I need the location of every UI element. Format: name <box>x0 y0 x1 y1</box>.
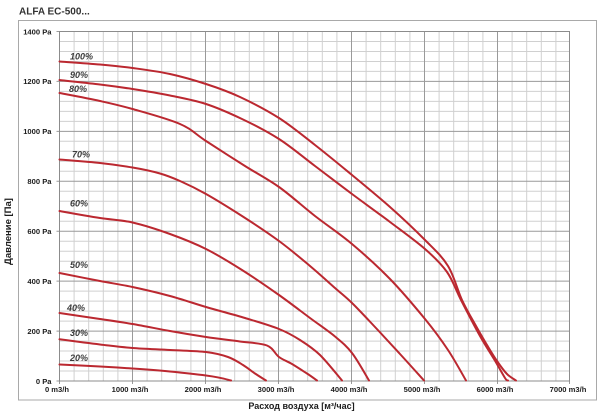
svg-text:3000 m3/h: 3000 m3/h <box>258 385 295 394</box>
svg-text:40%: 40% <box>66 303 85 313</box>
svg-text:2000 m3/h: 2000 m3/h <box>185 385 222 394</box>
svg-text:7000 m3/h: 7000 m3/h <box>550 385 587 394</box>
svg-text:Расход воздуха [м³/час]: Расход воздуха [м³/час] <box>248 401 354 411</box>
svg-text:50%: 50% <box>70 260 88 270</box>
svg-text:1000 Pa: 1000 Pa <box>23 127 52 136</box>
svg-text:400 Pa: 400 Pa <box>27 277 52 286</box>
svg-text:800 Pa: 800 Pa <box>27 177 52 186</box>
svg-text:200 Pa: 200 Pa <box>27 327 52 336</box>
svg-text:5000 m3/h: 5000 m3/h <box>404 385 441 394</box>
svg-text:90%: 90% <box>70 70 88 80</box>
svg-text:80%: 80% <box>69 84 87 94</box>
svg-text:600 Pa: 600 Pa <box>27 227 52 236</box>
svg-text:100%: 100% <box>70 52 93 62</box>
svg-text:0 Pa: 0 Pa <box>36 377 52 386</box>
svg-text:60%: 60% <box>70 199 88 209</box>
svg-text:Давление [Па]: Давление [Па] <box>3 198 14 265</box>
svg-text:1200 Pa: 1200 Pa <box>23 77 52 86</box>
svg-text:4000 m3/h: 4000 m3/h <box>331 385 368 394</box>
svg-text:70%: 70% <box>72 150 90 160</box>
svg-text:6000 m3/h: 6000 m3/h <box>477 385 514 394</box>
svg-text:0 m3/h: 0 m3/h <box>45 385 69 394</box>
svg-text:30%: 30% <box>70 328 88 338</box>
svg-text:1400 Pa: 1400 Pa <box>23 27 52 36</box>
svg-text:20%: 20% <box>69 353 88 363</box>
svg-text:ALFA EC-500...: ALFA EC-500... <box>19 7 90 18</box>
svg-text:1000 m3/h: 1000 m3/h <box>112 385 149 394</box>
